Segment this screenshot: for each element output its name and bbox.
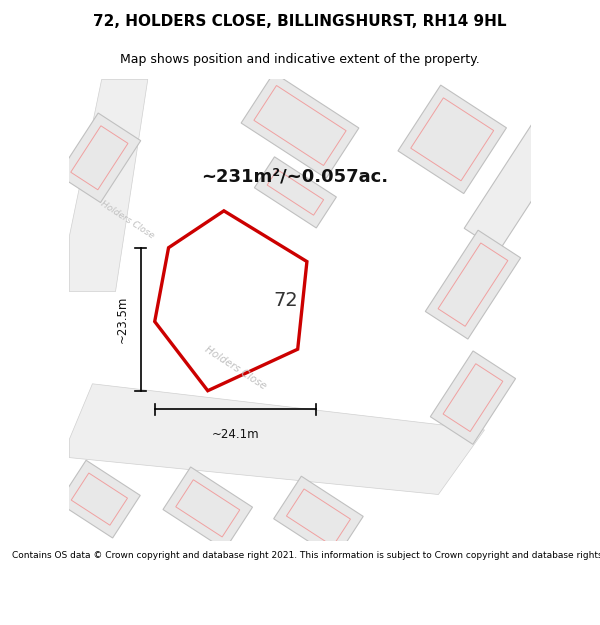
Text: ~23.5m: ~23.5m bbox=[116, 296, 129, 343]
Polygon shape bbox=[241, 72, 359, 178]
Polygon shape bbox=[464, 120, 569, 251]
Polygon shape bbox=[58, 460, 140, 538]
Polygon shape bbox=[430, 351, 515, 444]
Polygon shape bbox=[70, 79, 148, 291]
Polygon shape bbox=[425, 230, 521, 339]
Polygon shape bbox=[163, 467, 253, 550]
Text: 72: 72 bbox=[274, 291, 299, 310]
Polygon shape bbox=[155, 211, 307, 391]
Text: Contains OS data © Crown copyright and database right 2021. This information is : Contains OS data © Crown copyright and d… bbox=[12, 551, 600, 561]
Text: Holders Close: Holders Close bbox=[98, 199, 155, 241]
Text: ~24.1m: ~24.1m bbox=[212, 428, 259, 441]
Polygon shape bbox=[398, 85, 506, 194]
Polygon shape bbox=[254, 157, 337, 228]
Polygon shape bbox=[58, 113, 141, 202]
Text: Map shows position and indicative extent of the property.: Map shows position and indicative extent… bbox=[120, 53, 480, 66]
Text: Holders Close: Holders Close bbox=[203, 344, 268, 391]
Polygon shape bbox=[274, 476, 363, 559]
Text: 72, HOLDERS CLOSE, BILLINGSHURST, RH14 9HL: 72, HOLDERS CLOSE, BILLINGSHURST, RH14 9… bbox=[93, 14, 507, 29]
Polygon shape bbox=[70, 384, 485, 494]
Text: ~231m²/~0.057ac.: ~231m²/~0.057ac. bbox=[201, 168, 388, 185]
